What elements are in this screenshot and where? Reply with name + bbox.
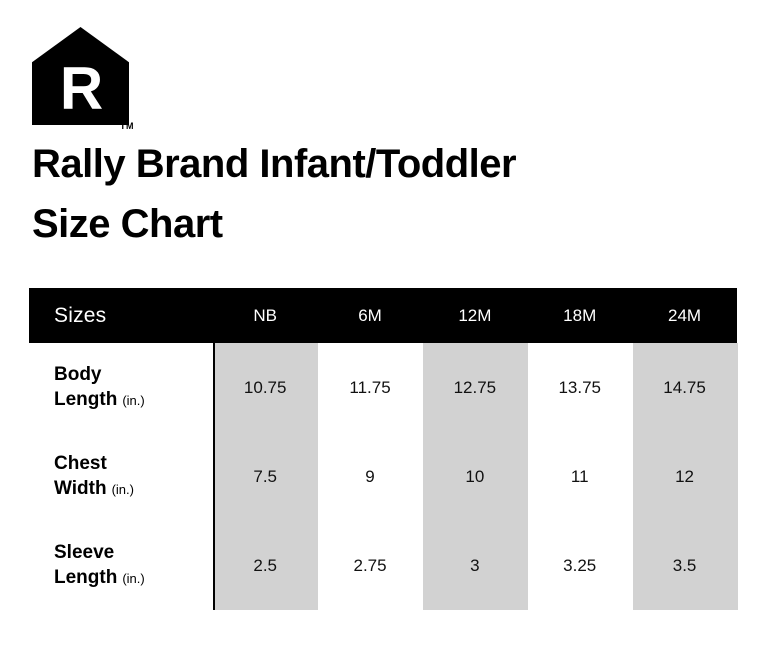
table-cell: 13.75: [558, 377, 601, 397]
table-cell: 2.75: [353, 555, 387, 575]
table-header-row: Sizes NB 6M 12M 18M 24M: [29, 288, 737, 343]
header-col-18m: 18M: [563, 305, 597, 325]
header-col-12m: 12M: [458, 305, 492, 325]
trademark-label: TM: [120, 121, 134, 131]
header-col-6m: 6M: [358, 305, 382, 325]
row-label-line2: Length (in.): [54, 567, 145, 588]
row-label-line1: Chest: [54, 453, 107, 474]
house-logo-icon: R: [32, 27, 129, 125]
table-row-body-length: Body Length (in.) 10.75 11.75 12.75 13.75…: [29, 343, 737, 432]
table-cell: 3: [470, 555, 480, 575]
table-row-sleeve-length: Sleeve Length (in.) 2.5 2.75 3 3.25 3.5: [29, 521, 737, 610]
page-title-line2: Size Chart: [32, 202, 223, 246]
table-cell: 3.5: [672, 555, 697, 575]
column-stripe-24m: [633, 343, 738, 610]
row-unit-label: (in.): [111, 482, 134, 497]
table-body: Body Length (in.) 10.75 11.75 12.75 13.75…: [29, 343, 738, 610]
header-sizes-label: Sizes: [54, 303, 107, 327]
table-cell: 11: [570, 466, 589, 486]
header-col-24m: 24M: [668, 305, 702, 325]
column-stripe-12m: [423, 343, 528, 610]
row-unit-label: (in.): [122, 393, 145, 408]
page-title-line1: Rally Brand Infant/Toddler: [32, 142, 517, 186]
page-title: Rally Brand Infant/Toddler Size Chart: [32, 134, 517, 254]
table-cell: 12: [675, 466, 695, 486]
table-cell: 9: [365, 466, 375, 486]
row-label: Sleeve Length (in.): [29, 521, 213, 610]
table-cell: 7.5: [253, 466, 277, 486]
row-label-line2: Width (in.): [54, 478, 134, 499]
header-col-nb: NB: [253, 305, 277, 325]
row-label-line2: Length (in.): [54, 389, 145, 410]
row-label: Chest Width (in.): [29, 432, 213, 521]
logo-letter: R: [59, 55, 103, 122]
size-chart-table: Sizes NB 6M 12M 18M 24M Body Length (in.)…: [29, 288, 738, 610]
row-label: Body Length (in.): [29, 343, 213, 432]
table-cell: 3.25: [563, 555, 597, 575]
column-stripe-nb: [213, 343, 318, 610]
table-cell: 11.75: [349, 377, 391, 397]
table-row-chest-width: Chest Width (in.) 7.5 9 10 11 12: [29, 432, 737, 521]
table-cell: 14.75: [663, 377, 706, 397]
table-cell: 2.5: [253, 555, 277, 575]
row-label-line1: Sleeve: [54, 542, 115, 563]
table-cell: 10.75: [243, 377, 287, 397]
table-cell: 10: [465, 466, 485, 486]
row-unit-label: (in.): [122, 571, 145, 586]
row-label-line1: Body: [54, 364, 102, 385]
table-cell: 12.75: [453, 377, 497, 397]
brand-logo: R TM: [32, 27, 134, 133]
column-divider-line: [213, 343, 215, 610]
